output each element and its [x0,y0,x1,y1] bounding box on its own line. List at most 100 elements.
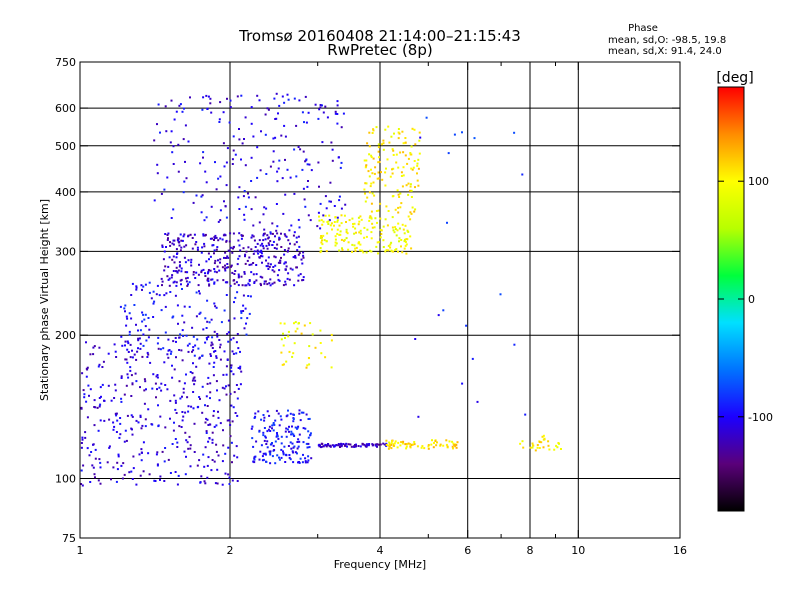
data-point [255,273,258,276]
data-point [308,163,311,166]
data-point [278,458,281,461]
data-point [420,446,423,449]
data-point [277,437,280,440]
data-point [388,441,391,444]
data-point [239,383,242,386]
data-point [405,445,408,448]
data-point [283,249,286,251]
data-point [219,343,222,346]
data-point [390,443,393,446]
data-point [218,118,221,121]
data-point [283,262,286,265]
data-point [198,356,201,359]
data-point [225,385,227,388]
data-point [318,108,321,111]
colorbar-tick-label: 0 [748,293,755,306]
data-point [280,338,283,341]
data-point [402,166,405,169]
data-point [351,243,354,246]
data-point [180,246,183,249]
data-point [177,474,180,477]
data-point [175,270,177,273]
data-point [190,264,193,267]
data-point [285,435,288,438]
data-point [237,347,240,350]
data-point [385,443,388,446]
data-point [534,449,537,452]
data-point [325,445,328,448]
data-point [286,168,289,171]
data-point [250,180,253,182]
data-point [394,440,397,443]
data-point [273,449,276,451]
data-point [126,361,129,364]
data-point [204,275,207,277]
data-point [158,386,161,389]
data-point [378,156,380,159]
data-point [327,443,329,445]
data-point [139,386,141,389]
data-point [555,444,558,447]
data-point [385,249,388,252]
data-point [359,215,362,218]
data-point [99,461,102,464]
data-point [252,262,255,264]
data-point [269,263,272,266]
data-point [409,235,412,238]
data-point [349,443,352,446]
data-point [88,454,91,457]
data-point [126,414,129,417]
data-point [206,107,209,110]
data-point [170,217,173,219]
data-point [536,446,539,449]
data-point [182,191,185,194]
data-point [385,205,388,208]
data-point [156,388,158,391]
data-point [338,249,341,252]
data-point [401,185,404,188]
data-point [178,265,181,268]
data-point [309,322,312,325]
data-point [385,442,388,445]
data-point [124,344,126,347]
data-point [333,205,336,207]
data-point [254,246,257,248]
data-point [156,342,159,345]
data-point [401,442,404,445]
data-point [395,234,398,237]
data-point [289,441,292,444]
data-point [427,444,430,446]
data-point [187,447,190,450]
data-point [352,223,354,225]
data-point [191,379,194,382]
data-point [243,218,246,221]
data-point [245,250,248,253]
data-point [285,265,288,268]
data-point [135,419,138,422]
data-point [174,294,177,297]
data-point [433,442,435,444]
data-point [157,404,159,407]
data-point [291,268,294,271]
data-point [336,104,339,107]
data-point [115,412,118,415]
data-point [227,256,230,259]
data-point [208,362,211,365]
data-point [359,232,362,235]
data-point [133,304,136,306]
data-point [152,302,155,305]
data-point [363,443,366,446]
data-point [336,216,339,219]
data-point [100,395,102,398]
data-point [389,175,392,178]
data-point [333,445,335,448]
data-point [338,224,341,227]
scatter-points [80,92,562,487]
data-point [540,441,543,444]
data-point [396,189,399,192]
data-point [263,427,266,429]
data-point [296,441,299,443]
data-point [130,414,133,417]
data-point [125,439,128,442]
data-point [180,270,183,273]
